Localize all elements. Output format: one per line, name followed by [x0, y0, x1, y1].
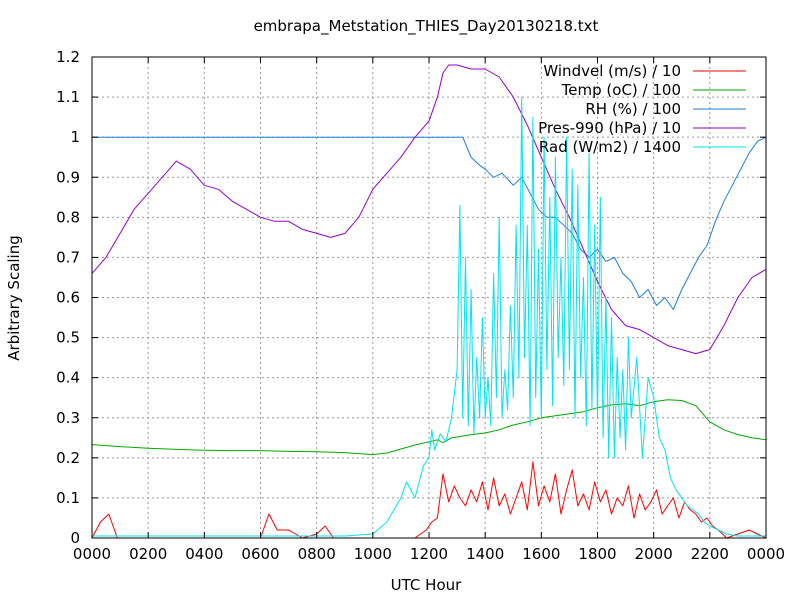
- chart-title: embrapa_Metstation_THIES_Day20130218.txt: [254, 17, 599, 36]
- x-tick-label: 1400: [466, 545, 504, 563]
- series-line-1: [91, 399, 767, 456]
- y-tick-label: 0.4: [56, 369, 80, 387]
- y-tick-label: 0.6: [56, 289, 80, 307]
- x-tick-label: 0200: [129, 545, 167, 563]
- x-tick-label: 0800: [298, 545, 336, 563]
- legend-label: RH (%) / 100: [585, 100, 681, 118]
- series-layer: [91, 64, 767, 539]
- y-tick-label: 0.8: [56, 208, 80, 226]
- y-tick-label: 1.1: [56, 88, 80, 106]
- y-tick-label: 0.7: [56, 248, 80, 266]
- ticks: 0000 0200 0400 0600 0800 1000 1200 1400 1600 1800…: [56, 48, 785, 563]
- y-axis-title: Arbitrary Scaling: [5, 235, 23, 361]
- x-tick-label: 2000: [635, 545, 673, 563]
- x-tick-label: 2200: [691, 545, 729, 563]
- x-axis-title: UTC Hour: [391, 576, 462, 594]
- x-tick-label: 0000: [747, 545, 785, 563]
- legend-label: Pres-990 (hPa) / 10: [538, 119, 681, 137]
- series-line-3: [91, 64, 767, 355]
- legend-label: Windvel (m/s) / 10: [543, 62, 681, 80]
- x-tick-label: 1600: [522, 545, 560, 563]
- x-tick-label: 0400: [185, 545, 223, 563]
- x-tick-label: 0000: [73, 545, 111, 563]
- series-line-0: [91, 461, 767, 539]
- series-line-4: [92, 96, 766, 537]
- y-tick-label: 0.5: [56, 329, 80, 347]
- legend-label: Rad (W/m2) / 1400: [539, 138, 681, 156]
- x-tick-label: 1800: [578, 545, 616, 563]
- y-tick-label: 0.2: [56, 449, 80, 467]
- x-tick-label: 1200: [410, 545, 448, 563]
- y-tick-label: 0.9: [56, 168, 80, 186]
- x-tick-label: 1000: [354, 545, 392, 563]
- y-tick-label: 1.2: [56, 48, 80, 66]
- series-line-2: [92, 136, 767, 310]
- y-tick-label: 0.1: [56, 489, 80, 507]
- x-tick-label: 0600: [241, 545, 279, 563]
- y-tick-label: 0.3: [56, 409, 80, 427]
- y-tick-label: 0: [70, 529, 80, 547]
- legend-label: Temp (oC) / 100: [561, 81, 681, 99]
- y-tick-label: 1: [70, 128, 80, 146]
